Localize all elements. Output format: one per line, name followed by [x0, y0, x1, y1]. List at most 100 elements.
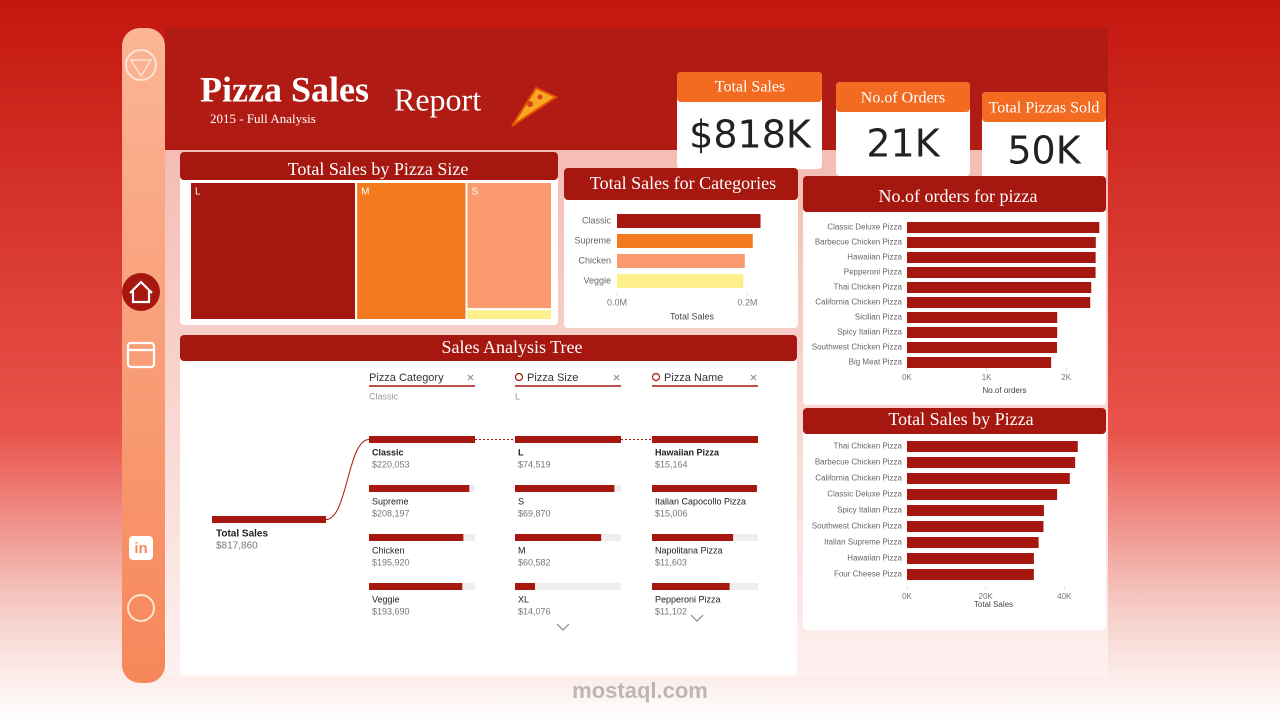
tree-bar [369, 436, 475, 443]
tree-node-value: $69,870 [518, 508, 551, 518]
home-button[interactable] [122, 273, 160, 311]
tree-bar [369, 534, 464, 541]
tree-bar [515, 436, 621, 443]
category-label: Big Meat Pizza [849, 358, 903, 367]
panel-title: Total Sales for Categories [590, 173, 776, 193]
linkedin-button[interactable] [129, 536, 153, 560]
tree-bar [652, 436, 758, 443]
bar [907, 537, 1039, 548]
help-icon[interactable] [127, 594, 155, 622]
tree-node-label: Classic [372, 447, 404, 457]
category-label: Hawaiian Pizza [847, 554, 902, 563]
x-tick-label: 0.2M [737, 297, 757, 307]
tree-bar [652, 485, 757, 492]
tree-node-label: M [518, 545, 526, 555]
report-title: Pizza Sales [200, 69, 369, 109]
panel-title: Total Sales by Pizza [888, 409, 1033, 429]
treemap-tile [355, 181, 468, 321]
bar [907, 473, 1070, 484]
bar [907, 312, 1058, 323]
x-tick-label: 1K [982, 373, 992, 382]
category-label: California Chicken Pizza [815, 474, 902, 483]
bar [907, 327, 1058, 338]
bar [907, 252, 1096, 263]
tree-bar [369, 583, 463, 590]
tree-node-value: $14,076 [518, 606, 551, 616]
x-tick-label: 2K [1061, 373, 1071, 382]
category-label: California Chicken Pizza [815, 298, 902, 307]
tree-bar [515, 485, 615, 492]
insight-icon [651, 372, 661, 382]
bar [907, 553, 1034, 564]
tree-bar [515, 534, 602, 541]
tree-root-bar [212, 516, 326, 523]
tree-node-label: Pepperoni Pizza [655, 594, 721, 604]
calendar-button[interactable] [126, 341, 156, 369]
remove-level-button [467, 374, 474, 381]
tree-node-value: $220,053 [372, 459, 410, 469]
bar [907, 457, 1076, 468]
tree-node-value: $74,519 [518, 459, 551, 469]
kpi-label: No.of Orders [861, 90, 945, 107]
panel-title: No.of orders for pizza [879, 186, 1038, 206]
kpi-value: 50K [1007, 129, 1081, 173]
category-label: Sicilian Pizza [855, 313, 903, 322]
kpi-value: $818K [689, 113, 812, 157]
panel-header [803, 176, 1106, 212]
tree-node-label: Napolitana Pizza [655, 545, 723, 555]
tree-node-label: L [518, 447, 524, 457]
category-label: Thai Chicken Pizza [834, 442, 903, 451]
tree-level-selection: L [515, 391, 520, 401]
kpi-label: Total Sales [715, 79, 785, 96]
pizza-logo-slice [129, 59, 153, 78]
panel-header [564, 168, 798, 200]
home-icon [129, 280, 153, 304]
x-axis-label: Total Sales [670, 311, 715, 321]
category-label: Thai Chicken Pizza [834, 283, 903, 292]
bar [907, 282, 1092, 293]
insight-icon [514, 372, 524, 382]
category-label: Supreme [574, 235, 611, 245]
bar [907, 441, 1078, 452]
x-tick-label: 20K [979, 592, 994, 601]
panel-header [803, 408, 1106, 434]
kpi-card-header [677, 72, 822, 102]
category-label: Classic Deluxe Pizza [827, 490, 902, 499]
bar [617, 254, 745, 268]
linkedin-icon: in [134, 540, 147, 557]
expand-icon[interactable] [690, 614, 704, 622]
kpi-label: Total Pizzas Sold [989, 100, 1100, 117]
panel-header [180, 152, 558, 180]
panel-header [180, 335, 797, 361]
panel-title: Sales Analysis Tree [441, 337, 582, 357]
tree-node-value: $817,860 [216, 541, 258, 552]
bar [907, 297, 1091, 308]
tree-node-label: Hawaiian Pizza [655, 447, 720, 457]
category-label: Barbecue Chicken Pizza [815, 238, 903, 247]
bar [907, 237, 1096, 248]
kpi-value: 21K [866, 122, 940, 166]
bar [907, 267, 1096, 278]
bar [907, 222, 1100, 233]
remove-level-button [750, 374, 757, 381]
tree-node-value: $15,164 [655, 459, 688, 469]
treemap-tile [465, 181, 553, 311]
expand-icon[interactable] [556, 623, 570, 631]
category-label: Four Cheese Pizza [834, 570, 903, 579]
tree-level-header: Pizza Size [527, 372, 578, 384]
tree-node-label: Veggie [372, 594, 400, 604]
tree-level-header: Pizza Name [664, 372, 723, 384]
tree-node-value: $11,603 [655, 557, 687, 567]
tree-node-label: Total Sales [216, 529, 268, 540]
x-tick-label: 0.0M [607, 297, 627, 307]
panel [180, 335, 797, 675]
watermark: mostaql.com [572, 678, 708, 703]
bar [907, 489, 1058, 500]
tree-node-label: Chicken [372, 545, 405, 555]
tree-bar [369, 485, 470, 492]
bar [907, 521, 1044, 532]
category-label: Southwest Chicken Pizza [812, 343, 903, 352]
